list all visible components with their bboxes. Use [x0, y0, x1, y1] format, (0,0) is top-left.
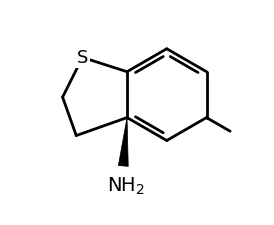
Text: NH$_2$: NH$_2$ [107, 175, 145, 196]
Text: S: S [77, 49, 88, 67]
Polygon shape [118, 118, 128, 166]
